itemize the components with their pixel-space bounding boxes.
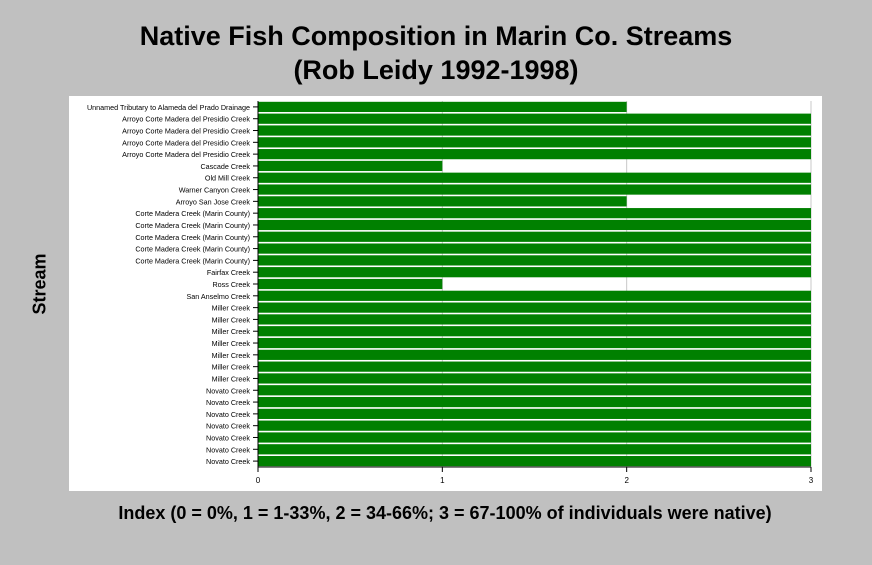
x-tick-labels: 0 1 2 3 (256, 476, 814, 485)
category-label: Arroyo Corte Madera del Presidio Creek (122, 150, 250, 159)
bar (258, 385, 811, 396)
category-label: Arroyo Corte Madera del Presidio Creek (122, 115, 250, 124)
x-tick-label: 0 (256, 476, 261, 485)
bar-chart: Unnamed Tributary to Alameda del Prado D… (87, 101, 814, 485)
bar (258, 361, 811, 372)
category-label: Novato Creek (206, 457, 250, 466)
x-tick-label: 3 (809, 476, 814, 485)
axes (253, 101, 812, 472)
bar (258, 208, 811, 219)
category-label: Arroyo Corte Madera del Presidio Creek (122, 138, 250, 147)
category-label: Ross Creek (212, 280, 250, 289)
y-axis-label: Stream (29, 253, 50, 315)
category-label: Arroyo Corte Madera del Presidio Creek (122, 127, 250, 136)
category-label: Miller Creek (212, 374, 251, 383)
bar (258, 349, 811, 360)
bar (258, 125, 811, 136)
category-labels: Unnamed Tributary to Alameda del Prado D… (87, 103, 250, 466)
category-label: Fairfax Creek (207, 268, 251, 277)
category-label: Warner Canyon Creek (179, 186, 251, 195)
category-label: Miller Creek (212, 351, 251, 360)
category-label: Novato Creek (206, 398, 250, 407)
category-label: Novato Creek (206, 386, 250, 395)
category-label: Miller Creek (212, 339, 251, 348)
bar (258, 243, 811, 254)
category-label: Old Mill Creek (205, 174, 251, 183)
category-label: Novato Creek (206, 433, 250, 442)
category-label: Unnamed Tributary to Alameda del Prado D… (87, 103, 250, 112)
category-label: Cascade Creek (200, 162, 250, 171)
bar (258, 444, 811, 455)
category-label: Arroyo San Jose Creek (176, 197, 251, 206)
category-label: Corte Madera Creek (Marin County) (135, 209, 250, 218)
bar (258, 278, 443, 290)
bar (258, 290, 811, 301)
bar (258, 408, 811, 419)
bar (258, 455, 811, 467)
category-label: Novato Creek (206, 445, 250, 454)
bar (258, 113, 811, 124)
category-label: Corte Madera Creek (Marin County) (135, 233, 250, 242)
category-label: Miller Creek (212, 304, 251, 313)
bar (258, 149, 811, 160)
category-label: Corte Madera Creek (Marin County) (135, 256, 250, 265)
bar (258, 160, 443, 172)
bars (258, 101, 811, 467)
bar (258, 302, 811, 313)
bar (258, 219, 811, 231)
x-tick-label: 1 (440, 476, 445, 485)
category-label: Corte Madera Creek (Marin County) (135, 221, 250, 230)
bar (258, 255, 811, 266)
bar (258, 396, 811, 408)
bar (258, 101, 627, 113)
bar (258, 267, 811, 278)
bar (258, 137, 811, 148)
category-label: Novato Creek (206, 422, 250, 431)
bar (258, 337, 811, 349)
bar (258, 231, 811, 242)
category-label: Miller Creek (212, 327, 251, 336)
bar (258, 432, 811, 443)
chart-subtitle: (Rob Leidy 1992-1998) (293, 55, 579, 85)
category-label: Miller Creek (212, 363, 251, 372)
bar (258, 373, 811, 384)
bar (258, 314, 811, 325)
bar (258, 184, 811, 195)
category-label: Miller Creek (212, 315, 251, 324)
bar (258, 420, 811, 431)
category-label: San Anselmo Creek (186, 292, 250, 301)
chart-title: Native Fish Composition in Marin Co. Str… (139, 21, 733, 51)
x-tick-label: 2 (624, 476, 629, 485)
category-label: Novato Creek (206, 410, 250, 419)
bar (258, 326, 811, 337)
category-label: Corte Madera Creek (Marin County) (135, 245, 250, 254)
bar (258, 172, 811, 183)
plot-panel: Unnamed Tributary to Alameda del Prado D… (69, 96, 822, 491)
bar (258, 196, 627, 207)
x-axis-label: Index (0 = 0%, 1 = 1-33%, 2 = 34-66%; 3 … (118, 503, 772, 523)
